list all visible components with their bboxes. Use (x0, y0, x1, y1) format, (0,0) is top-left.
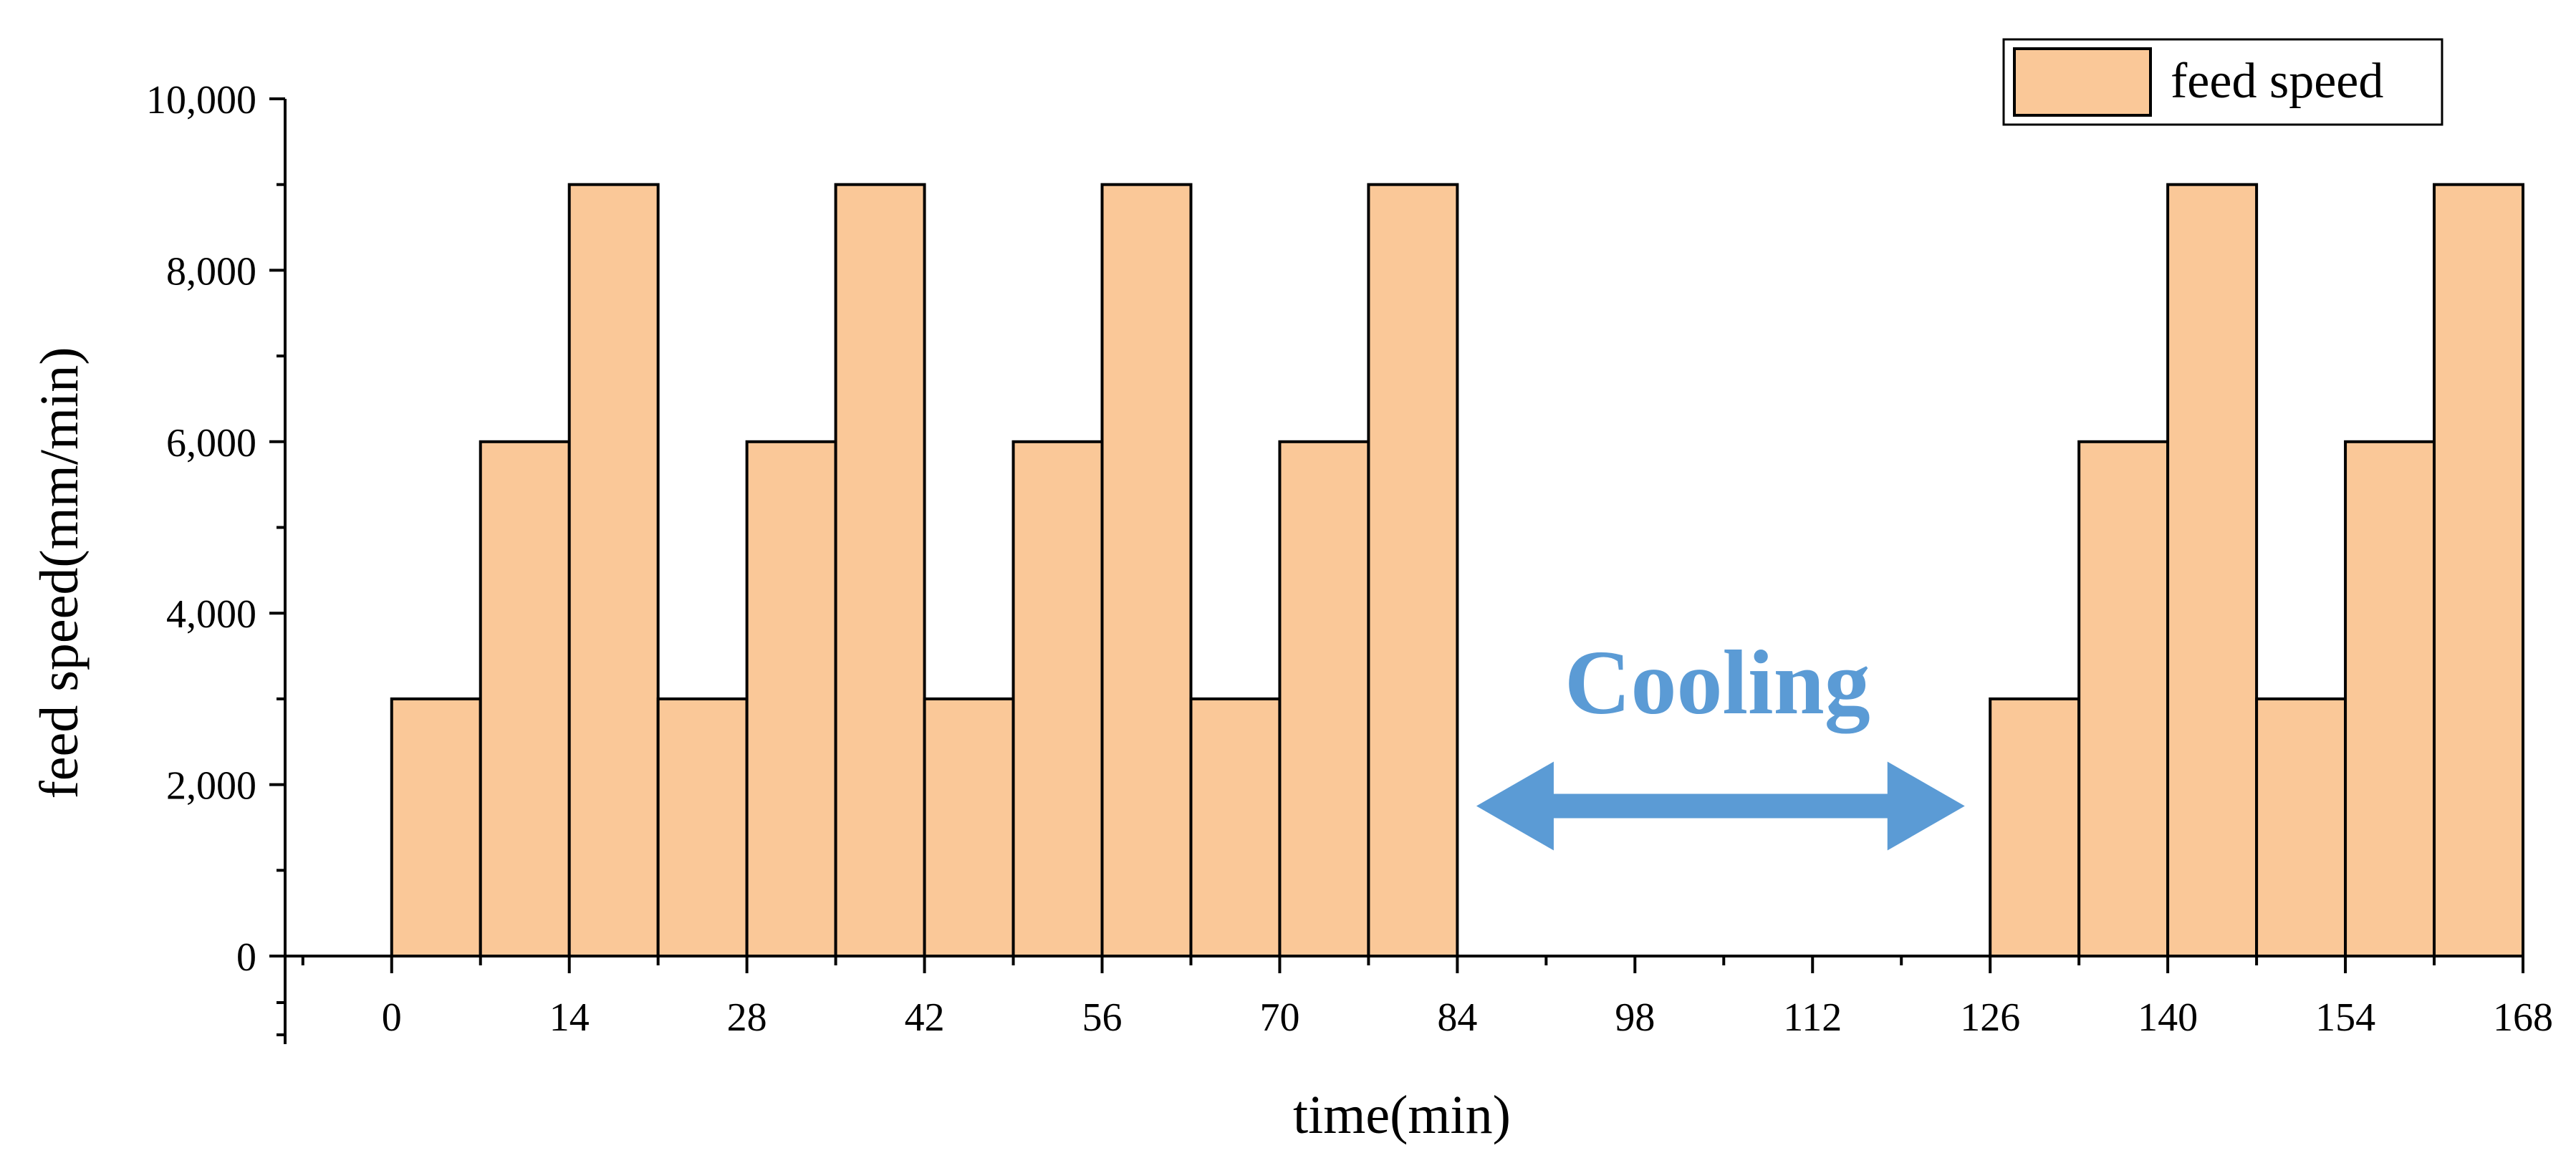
bar (923, 697, 1015, 958)
annotation-layer: Cooling (1476, 632, 1965, 851)
y-tick-label: 2,000 (166, 764, 256, 809)
bar (2344, 440, 2436, 957)
ticks-layer: 0 2,000 4,000 6,000 8,000 10,000 0 14 28 42 56 70 84… (146, 78, 2553, 1040)
bar (2166, 183, 2259, 958)
y-axis-title: feed speed(mm/min) (29, 347, 90, 798)
x-tick-label: 0 (382, 995, 402, 1040)
y-tick-label: 0 (236, 935, 256, 980)
x-tick-label: 14 (549, 995, 590, 1040)
bar (390, 697, 482, 958)
x-tick-label: 98 (1615, 995, 1655, 1040)
bar (2255, 697, 2347, 958)
y-tick-label: 10,000 (146, 78, 256, 122)
x-tick-label: 28 (727, 995, 767, 1040)
cooling-annotation: Cooling (1565, 632, 1870, 733)
bar (1278, 440, 1370, 957)
bar (2433, 183, 2524, 958)
x-tick-label: 84 (1437, 995, 1477, 1040)
y-tick-label: 4,000 (166, 592, 256, 637)
x-tick-label: 154 (2315, 995, 2375, 1040)
bar (745, 440, 837, 957)
x-tick-label: 126 (1960, 995, 2020, 1040)
bar (834, 183, 926, 958)
legend-swatch (2013, 47, 2152, 117)
x-tick-label: 112 (1783, 995, 1842, 1040)
bar (567, 183, 660, 958)
x-tick-label: 42 (905, 995, 945, 1040)
legend: feed speed (2002, 38, 2443, 126)
bar (2077, 440, 2170, 957)
legend-label: feed speed (2171, 54, 2383, 109)
bar (1011, 440, 1104, 957)
bar (1189, 697, 1282, 958)
cooling-arrow (1476, 761, 1965, 851)
bar (656, 697, 749, 958)
x-tick-label: 56 (1082, 995, 1123, 1040)
x-axis-title: time(min) (1293, 1085, 1511, 1145)
bar (479, 440, 571, 957)
y-tick-label: 8,000 (166, 249, 256, 294)
bar (1100, 183, 1193, 958)
bars-layer (390, 183, 2524, 958)
x-tick-label: 168 (2493, 995, 2553, 1040)
x-tick-label: 140 (2138, 995, 2198, 1040)
bar (1989, 697, 2081, 958)
y-tick-label: 6,000 (166, 421, 256, 465)
x-tick-label: 70 (1259, 995, 1299, 1040)
bar (1367, 183, 1459, 958)
